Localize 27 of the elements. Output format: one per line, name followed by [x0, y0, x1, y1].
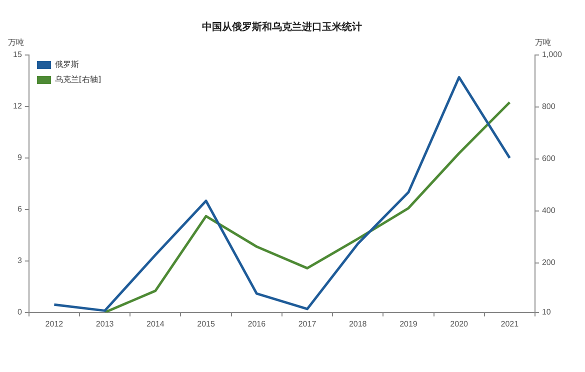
y2-tick-label: 400	[542, 206, 556, 216]
y2-tick-label: 200	[542, 258, 556, 268]
y-axis-title: 万吨	[8, 38, 24, 47]
x-tick-label: 2015	[197, 319, 216, 328]
y2-tick-label: 600	[542, 154, 556, 164]
y-tick-label: 9	[17, 153, 22, 162]
y-tick-label: 6	[17, 204, 22, 214]
y2-tick-label: 1,000	[542, 50, 563, 60]
legend-label: 俄罗斯	[54, 59, 79, 70]
y2-tick-label: 800	[542, 102, 556, 112]
x-tick-label: 2020	[450, 319, 469, 328]
y-tick-label: 3	[17, 256, 22, 266]
x-tick-label: 2014	[146, 319, 165, 328]
x-tick-label: 2018	[348, 319, 368, 328]
legend-label: 乌克兰[右轴]	[54, 74, 102, 85]
x-tick-label: 2019	[400, 319, 418, 328]
y2-tick-label: 10	[542, 308, 552, 317]
x-tick-label: 2012	[45, 319, 64, 328]
y2-axis-title: 万吨	[534, 38, 551, 47]
x-tick-label: 2016	[248, 319, 266, 328]
y-tick-label: 0	[17, 308, 22, 317]
x-tick-label: 2013	[96, 319, 114, 328]
chart-title: 中国从俄罗斯和乌克兰进口玉米统计	[202, 21, 362, 33]
y-tick-label: 12	[12, 102, 22, 111]
x-tick-label: 2017	[298, 319, 317, 328]
x-tick-label: 2021	[500, 319, 520, 328]
y-tick-label: 15	[12, 50, 22, 60]
